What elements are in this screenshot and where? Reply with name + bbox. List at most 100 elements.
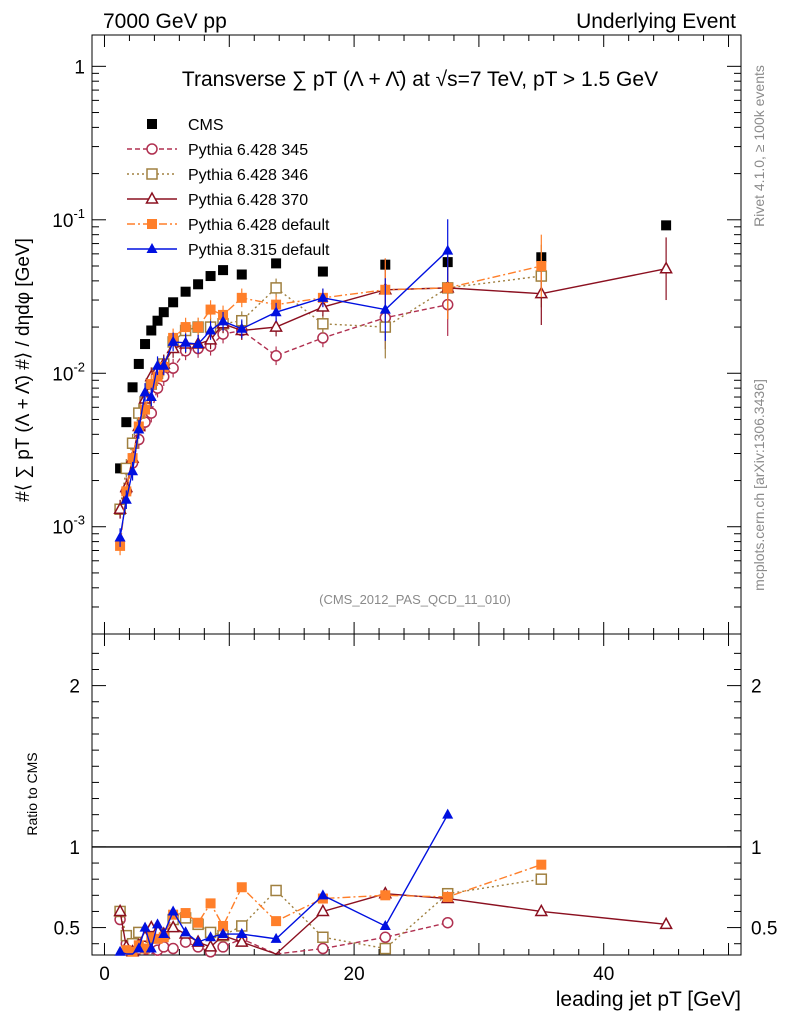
x-tick-label: 0 <box>99 964 110 985</box>
series-pythia-6-428-346 <box>114 244 548 519</box>
ratio-tick-label-right: 1 <box>751 838 762 859</box>
legend-label: Pythia 6.428 346 <box>188 167 308 184</box>
y-tick-label-base: 10 <box>52 211 73 232</box>
series-line <box>119 250 449 538</box>
legend-marker <box>146 143 158 155</box>
ratio-tick-label-right: 2 <box>751 677 762 698</box>
data-point <box>133 358 144 369</box>
data-point <box>140 339 151 350</box>
legend-item: Pythia 8.315 default <box>127 242 330 259</box>
y-axis-label: #⟨ ∑ pT (Λ + Λ̄) #⟩ / dηdφ [GeV] <box>13 238 34 502</box>
data-point <box>236 269 247 280</box>
legend-label: Pythia 6.428 345 <box>188 142 308 159</box>
ratio-point <box>139 921 151 932</box>
ratio-point <box>270 932 282 943</box>
axis-ticks <box>92 35 741 955</box>
ratio-tick-label-right: 0.5 <box>751 919 777 940</box>
data-point <box>205 304 216 315</box>
header-left: 7000 GeV pp <box>103 10 227 33</box>
ratio-point <box>167 905 179 916</box>
data-point <box>158 307 169 318</box>
data-point <box>140 404 151 415</box>
data-point <box>442 282 453 293</box>
ratio-point <box>205 931 217 942</box>
ratio-point <box>193 917 204 928</box>
legend-marker <box>147 219 157 229</box>
y-tick-label: 1 <box>74 57 85 78</box>
ratio-point <box>317 931 329 944</box>
data-point <box>180 336 192 347</box>
data-point <box>145 391 157 402</box>
ratio-point <box>317 889 329 900</box>
ratio-point <box>217 941 229 953</box>
ratio-point <box>203 939 218 952</box>
data-point <box>180 322 191 333</box>
data-point <box>317 332 329 344</box>
series-line <box>119 265 542 546</box>
data-point <box>127 453 138 464</box>
data-point <box>167 335 179 346</box>
data-point <box>269 319 283 332</box>
data-point <box>218 265 229 276</box>
data-point <box>442 244 454 255</box>
ratio-point <box>535 873 548 885</box>
ratio-point <box>441 916 454 929</box>
ratio-point <box>127 946 138 957</box>
ratio-point <box>152 933 163 944</box>
data-point <box>317 291 329 302</box>
ratio-point <box>379 942 392 955</box>
ratio-series-group <box>113 808 673 958</box>
legend-item: Pythia 6.428 345 <box>127 142 308 159</box>
data-point <box>270 306 282 317</box>
ratio-point <box>152 918 164 929</box>
ratio-tick-label: 2 <box>69 677 80 698</box>
data-point <box>127 382 138 393</box>
data-point <box>317 318 329 330</box>
data-point <box>193 279 204 290</box>
x-tick-label: 40 <box>593 964 614 985</box>
ratio-axis-label: Ratio to CMS <box>24 752 40 835</box>
ratio-point <box>113 903 127 917</box>
legend-label: Pythia 8.315 default <box>188 242 330 259</box>
ratio-series-pythia-8-315-default <box>114 808 454 956</box>
data-point <box>205 271 216 282</box>
mcplots-reference: mcplots.cern.ch [arXiv:1306.3436] <box>751 379 767 591</box>
ratio-point <box>236 928 248 939</box>
y-tick-label-base: 10 <box>52 518 73 539</box>
ratio-point <box>379 919 391 930</box>
ratio-point <box>442 808 454 819</box>
data-point <box>536 260 547 271</box>
legend-label: Pythia 6.428 default <box>188 217 330 234</box>
rivet-version-note: Rivet 4.1.0, ≥ 100k events <box>751 65 767 227</box>
series-line <box>119 275 542 510</box>
ratio-point <box>380 890 391 901</box>
legend-marker <box>146 168 158 180</box>
data-point <box>317 266 328 277</box>
data-point <box>126 437 139 449</box>
ratio-plot-frame <box>91 633 742 956</box>
ratio-point <box>236 882 247 893</box>
series-line <box>119 268 667 510</box>
data-point <box>271 258 282 269</box>
legend-item: CMS <box>147 117 224 134</box>
data-point <box>661 220 672 231</box>
y-tick-label: 10-3 <box>52 513 85 539</box>
data-point <box>113 501 127 514</box>
data-point <box>236 292 247 303</box>
ratio-point <box>166 920 180 933</box>
ratio-point <box>158 928 170 939</box>
ratio-point <box>379 931 392 944</box>
data-point <box>121 417 132 428</box>
ratio-point <box>167 942 179 955</box>
data-point <box>158 359 170 370</box>
ratio-point <box>140 943 151 954</box>
y-tick-label-exponent: -3 <box>73 513 85 528</box>
data-point <box>127 465 139 476</box>
ratio-point <box>442 891 453 902</box>
legend-item: Pythia 6.428 370 <box>127 191 308 209</box>
data-point <box>115 463 126 474</box>
ratio-point <box>536 859 547 870</box>
ratio-tick-label: 0.5 <box>54 919 80 940</box>
data-point <box>152 371 163 382</box>
ratio-point <box>317 942 329 955</box>
